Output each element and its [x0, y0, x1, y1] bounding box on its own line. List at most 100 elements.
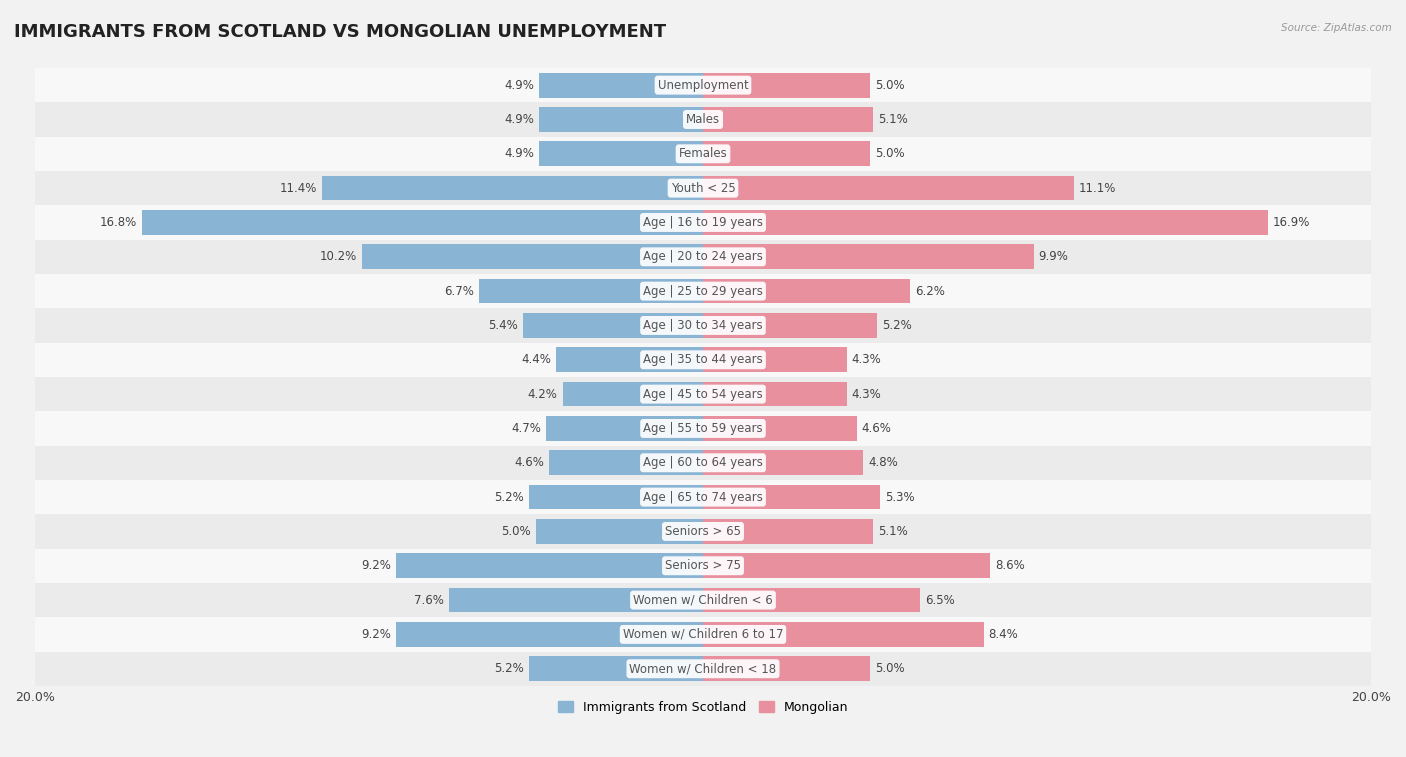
Bar	[703, 176, 1074, 201]
Text: Seniors > 75: Seniors > 75	[665, 559, 741, 572]
Text: 16.9%: 16.9%	[1272, 216, 1310, 229]
Text: 4.3%: 4.3%	[852, 354, 882, 366]
Bar	[35, 205, 1371, 240]
Text: 4.6%: 4.6%	[515, 456, 544, 469]
Bar	[35, 583, 1371, 617]
Bar	[703, 622, 984, 646]
Bar	[35, 446, 1371, 480]
Bar	[703, 347, 846, 372]
Bar	[703, 142, 870, 167]
Text: 5.3%: 5.3%	[884, 491, 915, 503]
Legend: Immigrants from Scotland, Mongolian: Immigrants from Scotland, Mongolian	[558, 701, 848, 714]
Bar	[703, 450, 863, 475]
Text: Females: Females	[679, 148, 727, 160]
Bar	[555, 347, 703, 372]
Bar	[703, 587, 920, 612]
Bar	[35, 377, 1371, 411]
Text: 10.2%: 10.2%	[321, 251, 357, 263]
Text: 5.2%: 5.2%	[495, 662, 524, 675]
Bar	[536, 519, 703, 544]
Bar	[35, 171, 1371, 205]
Text: 4.9%: 4.9%	[505, 113, 534, 126]
Text: Unemployment: Unemployment	[658, 79, 748, 92]
Bar	[35, 652, 1371, 686]
Text: Women w/ Children < 6: Women w/ Children < 6	[633, 593, 773, 606]
Bar	[35, 308, 1371, 343]
Text: Women w/ Children < 18: Women w/ Children < 18	[630, 662, 776, 675]
Text: 6.2%: 6.2%	[915, 285, 945, 298]
Bar	[562, 382, 703, 407]
Text: Age | 55 to 59 years: Age | 55 to 59 years	[643, 422, 763, 435]
Bar	[395, 553, 703, 578]
Bar	[703, 656, 870, 681]
Text: 5.0%: 5.0%	[502, 525, 531, 538]
Text: Age | 16 to 19 years: Age | 16 to 19 years	[643, 216, 763, 229]
Text: Seniors > 65: Seniors > 65	[665, 525, 741, 538]
Bar	[540, 107, 703, 132]
Bar	[703, 519, 873, 544]
Text: Age | 60 to 64 years: Age | 60 to 64 years	[643, 456, 763, 469]
Text: 5.0%: 5.0%	[875, 662, 904, 675]
Text: 8.4%: 8.4%	[988, 628, 1018, 641]
Text: 4.2%: 4.2%	[527, 388, 558, 400]
Text: Source: ZipAtlas.com: Source: ZipAtlas.com	[1281, 23, 1392, 33]
Bar	[703, 382, 846, 407]
Text: 4.7%: 4.7%	[512, 422, 541, 435]
Text: 4.6%: 4.6%	[862, 422, 891, 435]
Text: Age | 35 to 44 years: Age | 35 to 44 years	[643, 354, 763, 366]
Bar	[703, 416, 856, 441]
Bar	[35, 480, 1371, 514]
Bar	[703, 245, 1033, 269]
Bar	[703, 210, 1268, 235]
Text: Age | 20 to 24 years: Age | 20 to 24 years	[643, 251, 763, 263]
Text: 4.4%: 4.4%	[522, 354, 551, 366]
Bar	[529, 484, 703, 509]
Bar	[35, 240, 1371, 274]
Bar	[703, 73, 870, 98]
Text: 5.1%: 5.1%	[879, 525, 908, 538]
Text: Age | 65 to 74 years: Age | 65 to 74 years	[643, 491, 763, 503]
Bar	[540, 73, 703, 98]
Text: 9.2%: 9.2%	[361, 628, 391, 641]
Bar	[703, 553, 990, 578]
Bar	[529, 656, 703, 681]
Bar	[449, 587, 703, 612]
Text: 5.4%: 5.4%	[488, 319, 517, 332]
Text: 8.6%: 8.6%	[995, 559, 1025, 572]
Bar	[35, 411, 1371, 446]
Text: Women w/ Children 6 to 17: Women w/ Children 6 to 17	[623, 628, 783, 641]
Bar	[703, 484, 880, 509]
Text: Age | 30 to 34 years: Age | 30 to 34 years	[643, 319, 763, 332]
Text: 4.9%: 4.9%	[505, 148, 534, 160]
Bar	[35, 137, 1371, 171]
Bar	[703, 279, 910, 304]
Text: 5.0%: 5.0%	[875, 79, 904, 92]
Text: 5.2%: 5.2%	[882, 319, 911, 332]
Bar	[35, 514, 1371, 549]
Bar	[703, 107, 873, 132]
Text: Youth < 25: Youth < 25	[671, 182, 735, 195]
Bar	[35, 617, 1371, 652]
Text: 5.1%: 5.1%	[879, 113, 908, 126]
Bar	[35, 549, 1371, 583]
Bar	[322, 176, 703, 201]
Text: 7.6%: 7.6%	[415, 593, 444, 606]
Text: 16.8%: 16.8%	[100, 216, 136, 229]
Bar	[142, 210, 703, 235]
Text: 4.8%: 4.8%	[869, 456, 898, 469]
Text: 9.9%: 9.9%	[1039, 251, 1069, 263]
Text: 11.4%: 11.4%	[280, 182, 318, 195]
Bar	[540, 142, 703, 167]
Bar	[35, 274, 1371, 308]
Text: 9.2%: 9.2%	[361, 559, 391, 572]
Text: Age | 25 to 29 years: Age | 25 to 29 years	[643, 285, 763, 298]
Text: 6.5%: 6.5%	[925, 593, 955, 606]
Bar	[35, 68, 1371, 102]
Bar	[550, 450, 703, 475]
Bar	[363, 245, 703, 269]
Bar	[35, 343, 1371, 377]
Text: 11.1%: 11.1%	[1078, 182, 1116, 195]
Bar	[523, 313, 703, 338]
Text: Age | 45 to 54 years: Age | 45 to 54 years	[643, 388, 763, 400]
Text: 4.9%: 4.9%	[505, 79, 534, 92]
